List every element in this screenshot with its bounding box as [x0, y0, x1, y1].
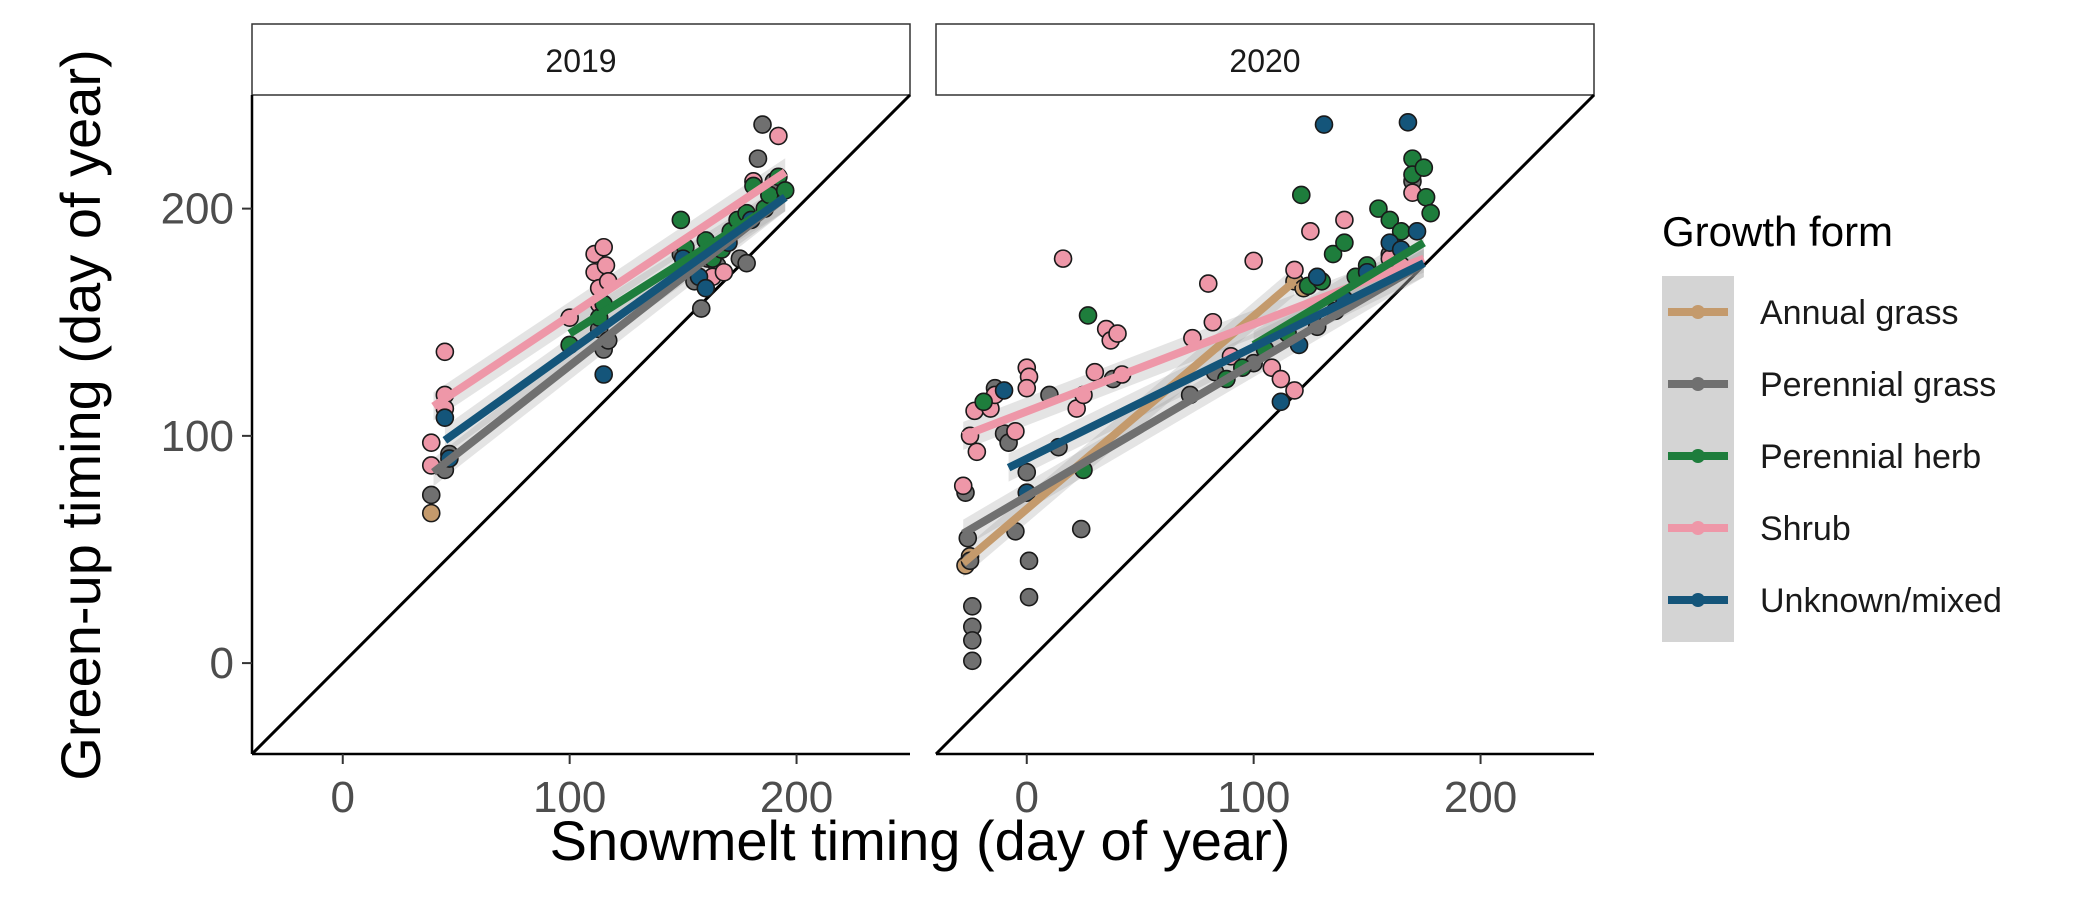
data-point	[1017, 378, 1037, 398]
data-point	[1416, 187, 1436, 207]
data-point	[953, 476, 973, 496]
data-point	[994, 381, 1014, 400]
data-point	[1203, 312, 1223, 332]
data-point	[421, 485, 441, 505]
data-point	[691, 299, 711, 318]
data-point	[1006, 422, 1025, 441]
legend-entry-label: Perennial grass	[1760, 366, 1996, 404]
legend-entry-label: Perennial herb	[1760, 438, 1981, 476]
data-point	[769, 126, 788, 146]
legend-entry-label: Unknown/mixed	[1760, 582, 2002, 620]
data-point	[1271, 369, 1291, 389]
legend-entry-label: Annual grass	[1760, 294, 1958, 332]
facet-strip-label: 2020	[1229, 43, 1300, 79]
data-point	[671, 210, 691, 230]
x-axis-label: Snowmelt timing (day of year)	[550, 809, 1291, 872]
facet-strip	[935, 23, 1595, 96]
x-tick-label: 100	[1217, 773, 1290, 822]
data-point	[1398, 112, 1418, 132]
data-point	[1108, 324, 1127, 343]
data-point	[753, 115, 772, 134]
data-point	[1414, 158, 1434, 178]
data-point	[421, 503, 441, 523]
y-tick-label: 100	[161, 412, 234, 461]
x-tick-label: 0	[331, 773, 355, 822]
data-point	[1380, 210, 1400, 230]
x-tick-label: 200	[760, 773, 833, 822]
fit-line	[442, 194, 788, 444]
data-point	[1407, 222, 1427, 241]
data-point	[1335, 210, 1354, 230]
data-point	[435, 408, 455, 427]
fit-line	[431, 168, 788, 410]
data-point	[1369, 199, 1388, 218]
data-point	[1053, 249, 1073, 268]
data-point	[974, 392, 993, 412]
data-point	[1314, 115, 1334, 134]
fit-line	[1251, 239, 1426, 349]
legend-key-point	[1691, 521, 1705, 535]
data-point	[1285, 381, 1304, 400]
y-tick-label: 0	[210, 639, 234, 688]
data-point	[963, 651, 982, 671]
data-point	[696, 278, 716, 298]
y-axis-label: Green-up timing (day of year)	[49, 49, 112, 780]
data-point	[594, 365, 613, 384]
data-point	[967, 442, 987, 462]
data-point	[963, 596, 982, 616]
data-point	[435, 342, 455, 362]
y-tick-label: 200	[161, 185, 234, 234]
facet-strip	[251, 23, 911, 96]
one-to-one-line	[250, 93, 912, 756]
data-point	[1017, 462, 1037, 482]
data-point	[737, 253, 756, 273]
data-point	[1019, 587, 1039, 607]
panel-2020: 2020 0 100 200	[934, 23, 1596, 822]
fit-line	[961, 259, 1426, 538]
facet-strip-label: 2019	[545, 43, 616, 79]
fit-line	[1006, 259, 1426, 472]
data-point	[1307, 267, 1327, 287]
legend-entry-label: Shrub	[1760, 510, 1851, 548]
data-point	[594, 237, 613, 257]
data-point	[421, 433, 441, 452]
data-point	[1271, 392, 1291, 412]
legend-key-point	[1691, 593, 1705, 607]
data-point	[1244, 251, 1263, 271]
x-tick-label: 200	[1444, 773, 1517, 822]
data-point	[963, 631, 982, 650]
data-point	[748, 149, 768, 168]
data-point	[1301, 222, 1320, 241]
data-point	[1335, 233, 1354, 253]
data-point	[1292, 185, 1311, 205]
legend-key-point	[1691, 449, 1705, 463]
legend-key-point	[1691, 305, 1705, 319]
data-point	[1019, 551, 1039, 571]
data-point	[1085, 362, 1105, 382]
data-point	[1198, 274, 1218, 293]
data-point	[1078, 306, 1098, 325]
data-point	[714, 262, 734, 282]
data-point	[1071, 519, 1091, 539]
legend: Growth form Annual grass Perennial grass P…	[1662, 208, 2002, 642]
legend-key-point	[1691, 377, 1705, 391]
panel-2019: 2019 0 0 100 100 200 200	[161, 23, 912, 822]
x-tick-label: 100	[533, 773, 606, 822]
data-point	[1421, 203, 1440, 223]
legend-title: Growth form	[1662, 208, 1893, 255]
x-tick-label: 0	[1015, 773, 1039, 822]
data-point	[596, 256, 616, 275]
one-to-one-line	[934, 93, 1596, 756]
data-point	[1323, 244, 1343, 264]
data-point	[1285, 260, 1304, 280]
